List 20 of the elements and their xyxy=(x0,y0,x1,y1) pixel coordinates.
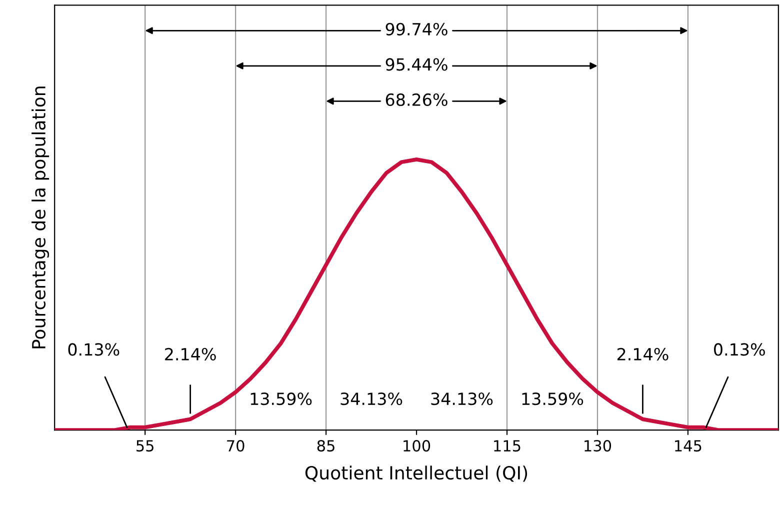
annotation: 13.59% xyxy=(522,392,584,406)
annotation: 2.14% xyxy=(617,348,668,361)
annotation: 34.13% xyxy=(340,392,402,406)
text: 68.26% xyxy=(386,93,448,106)
x-tick-label: 145 xyxy=(675,440,702,452)
text: 95.44% xyxy=(386,58,448,71)
annotation: 0.13% xyxy=(68,343,120,356)
x-tick-label: 130 xyxy=(584,440,612,452)
text: 99.74% xyxy=(386,22,448,36)
x-tick-label: 85 xyxy=(317,440,334,452)
x-tick-label: 70 xyxy=(227,440,244,452)
annotation: 34.13% xyxy=(431,392,493,406)
x-tick-label: 115 xyxy=(494,440,520,452)
x-axis-title: Quotient Intellectuel (QI) xyxy=(305,466,528,482)
y-axis-title: Pourcentage de la population xyxy=(32,86,50,348)
x-tick-label: 100 xyxy=(404,440,430,452)
annotation: 2.14% xyxy=(165,348,216,361)
annotation: 0.13% xyxy=(714,343,765,356)
annotation: 13.59% xyxy=(250,392,312,406)
x-tick-label: 55 xyxy=(136,440,154,452)
